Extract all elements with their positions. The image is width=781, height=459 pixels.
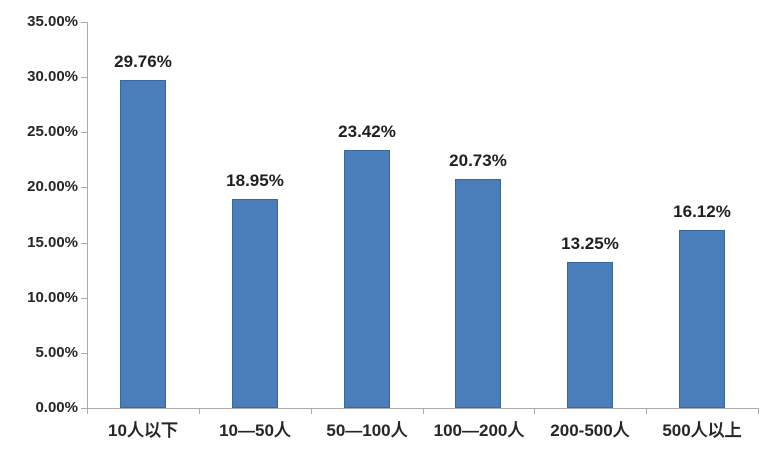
y-axis-tick-label: 5.00% xyxy=(35,344,78,361)
y-axis-tick xyxy=(81,353,87,354)
y-axis-tick-label: 15.00% xyxy=(27,234,78,251)
x-axis-line xyxy=(87,408,759,409)
y-axis-tick xyxy=(81,77,87,78)
bar xyxy=(344,150,390,408)
bar xyxy=(679,230,725,408)
x-axis-category-label: 100—200人 xyxy=(433,421,525,440)
x-axis-tick xyxy=(646,409,647,414)
bar xyxy=(120,80,166,408)
y-axis-tick-label: 35.00% xyxy=(27,13,78,30)
x-axis-category-label: 200-500人 xyxy=(550,421,630,440)
y-axis-tick xyxy=(81,132,87,133)
x-axis-category-label: 500人以上 xyxy=(662,421,742,440)
x-axis-tick xyxy=(534,409,535,414)
x-axis-tick xyxy=(423,409,424,414)
x-axis-tick xyxy=(87,409,88,414)
y-axis-line xyxy=(87,22,88,408)
x-axis-category-label: 10人以下 xyxy=(108,421,178,440)
y-axis-tick-label: 25.00% xyxy=(27,123,78,140)
y-axis-tick-label: 10.00% xyxy=(27,289,78,306)
y-axis-tick xyxy=(81,22,87,23)
x-axis-tick xyxy=(311,409,312,414)
x-axis-category-label: 50—100人 xyxy=(326,421,408,440)
y-axis-tick xyxy=(81,408,87,409)
bar xyxy=(455,179,501,408)
x-axis-tick xyxy=(758,409,759,414)
bar-value-label: 13.25% xyxy=(561,234,619,253)
y-axis-tick xyxy=(81,298,87,299)
bar xyxy=(232,199,278,408)
bar-value-label: 16.12% xyxy=(673,202,731,221)
bar-value-label: 29.76% xyxy=(114,52,172,71)
bar-value-label: 23.42% xyxy=(338,122,396,141)
x-axis-tick xyxy=(199,409,200,414)
y-axis-tick-label: 0.00% xyxy=(35,399,78,416)
x-axis-category-label: 10—50人 xyxy=(219,421,291,440)
bar xyxy=(567,262,613,408)
y-axis-tick xyxy=(81,243,87,244)
bar-value-label: 20.73% xyxy=(449,151,507,170)
y-axis-tick-label: 20.00% xyxy=(27,178,78,195)
y-axis-tick xyxy=(81,187,87,188)
bar-value-label: 18.95% xyxy=(226,171,284,190)
y-axis-tick-label: 30.00% xyxy=(27,68,78,85)
